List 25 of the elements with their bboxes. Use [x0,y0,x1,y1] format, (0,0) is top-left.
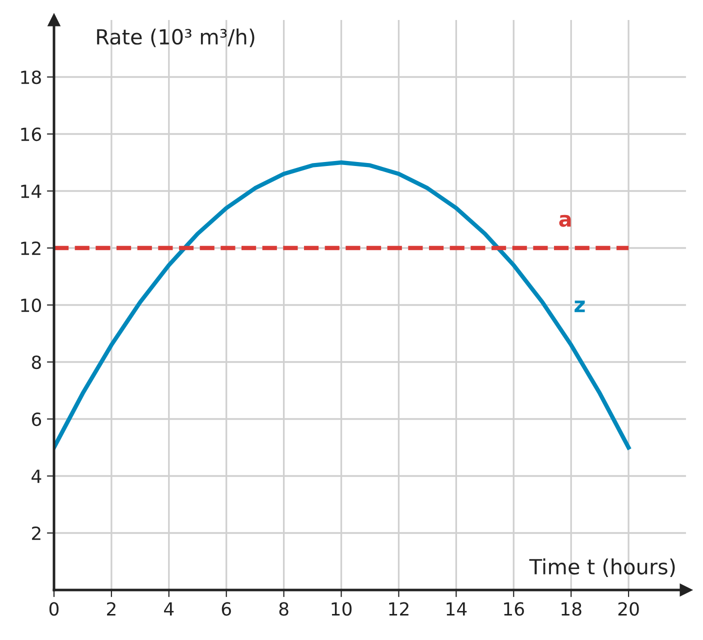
x-axis-title: Time t (hours) [529,558,675,578]
y-tick-label: 16 [21,127,42,142]
series-label: a [559,214,571,227]
x-tick-label: 8 [279,602,288,616]
x-tick-label: 0 [49,602,59,616]
x-tick-label: 14 [446,602,467,616]
x-tick-label: 18 [562,602,582,616]
y-tick-label: 6 [32,412,42,426]
y-tick-label: 8 [32,355,41,370]
y-tick-label: 2 [32,526,40,540]
x-tick-label: 2 [107,602,116,616]
x-tick-label: 16 [504,602,524,616]
y-tick-label: 10 [21,298,41,312]
x-tick-label: 12 [389,602,408,616]
x-tick-label: 10 [332,602,352,616]
series-label: z [574,300,585,312]
y-tick-label: 14 [21,184,42,198]
x-tick-label: 4 [164,602,174,616]
y-tick-label: 18 [21,70,41,84]
y-axis-title: Rate (10³ m³/h) [97,28,254,48]
x-tick-label: 20 [618,602,639,616]
y-tick-label: 12 [21,241,40,255]
x-tick-label: 6 [222,602,231,616]
line-series [54,160,631,450]
y-tick-label: 4 [32,470,42,483]
